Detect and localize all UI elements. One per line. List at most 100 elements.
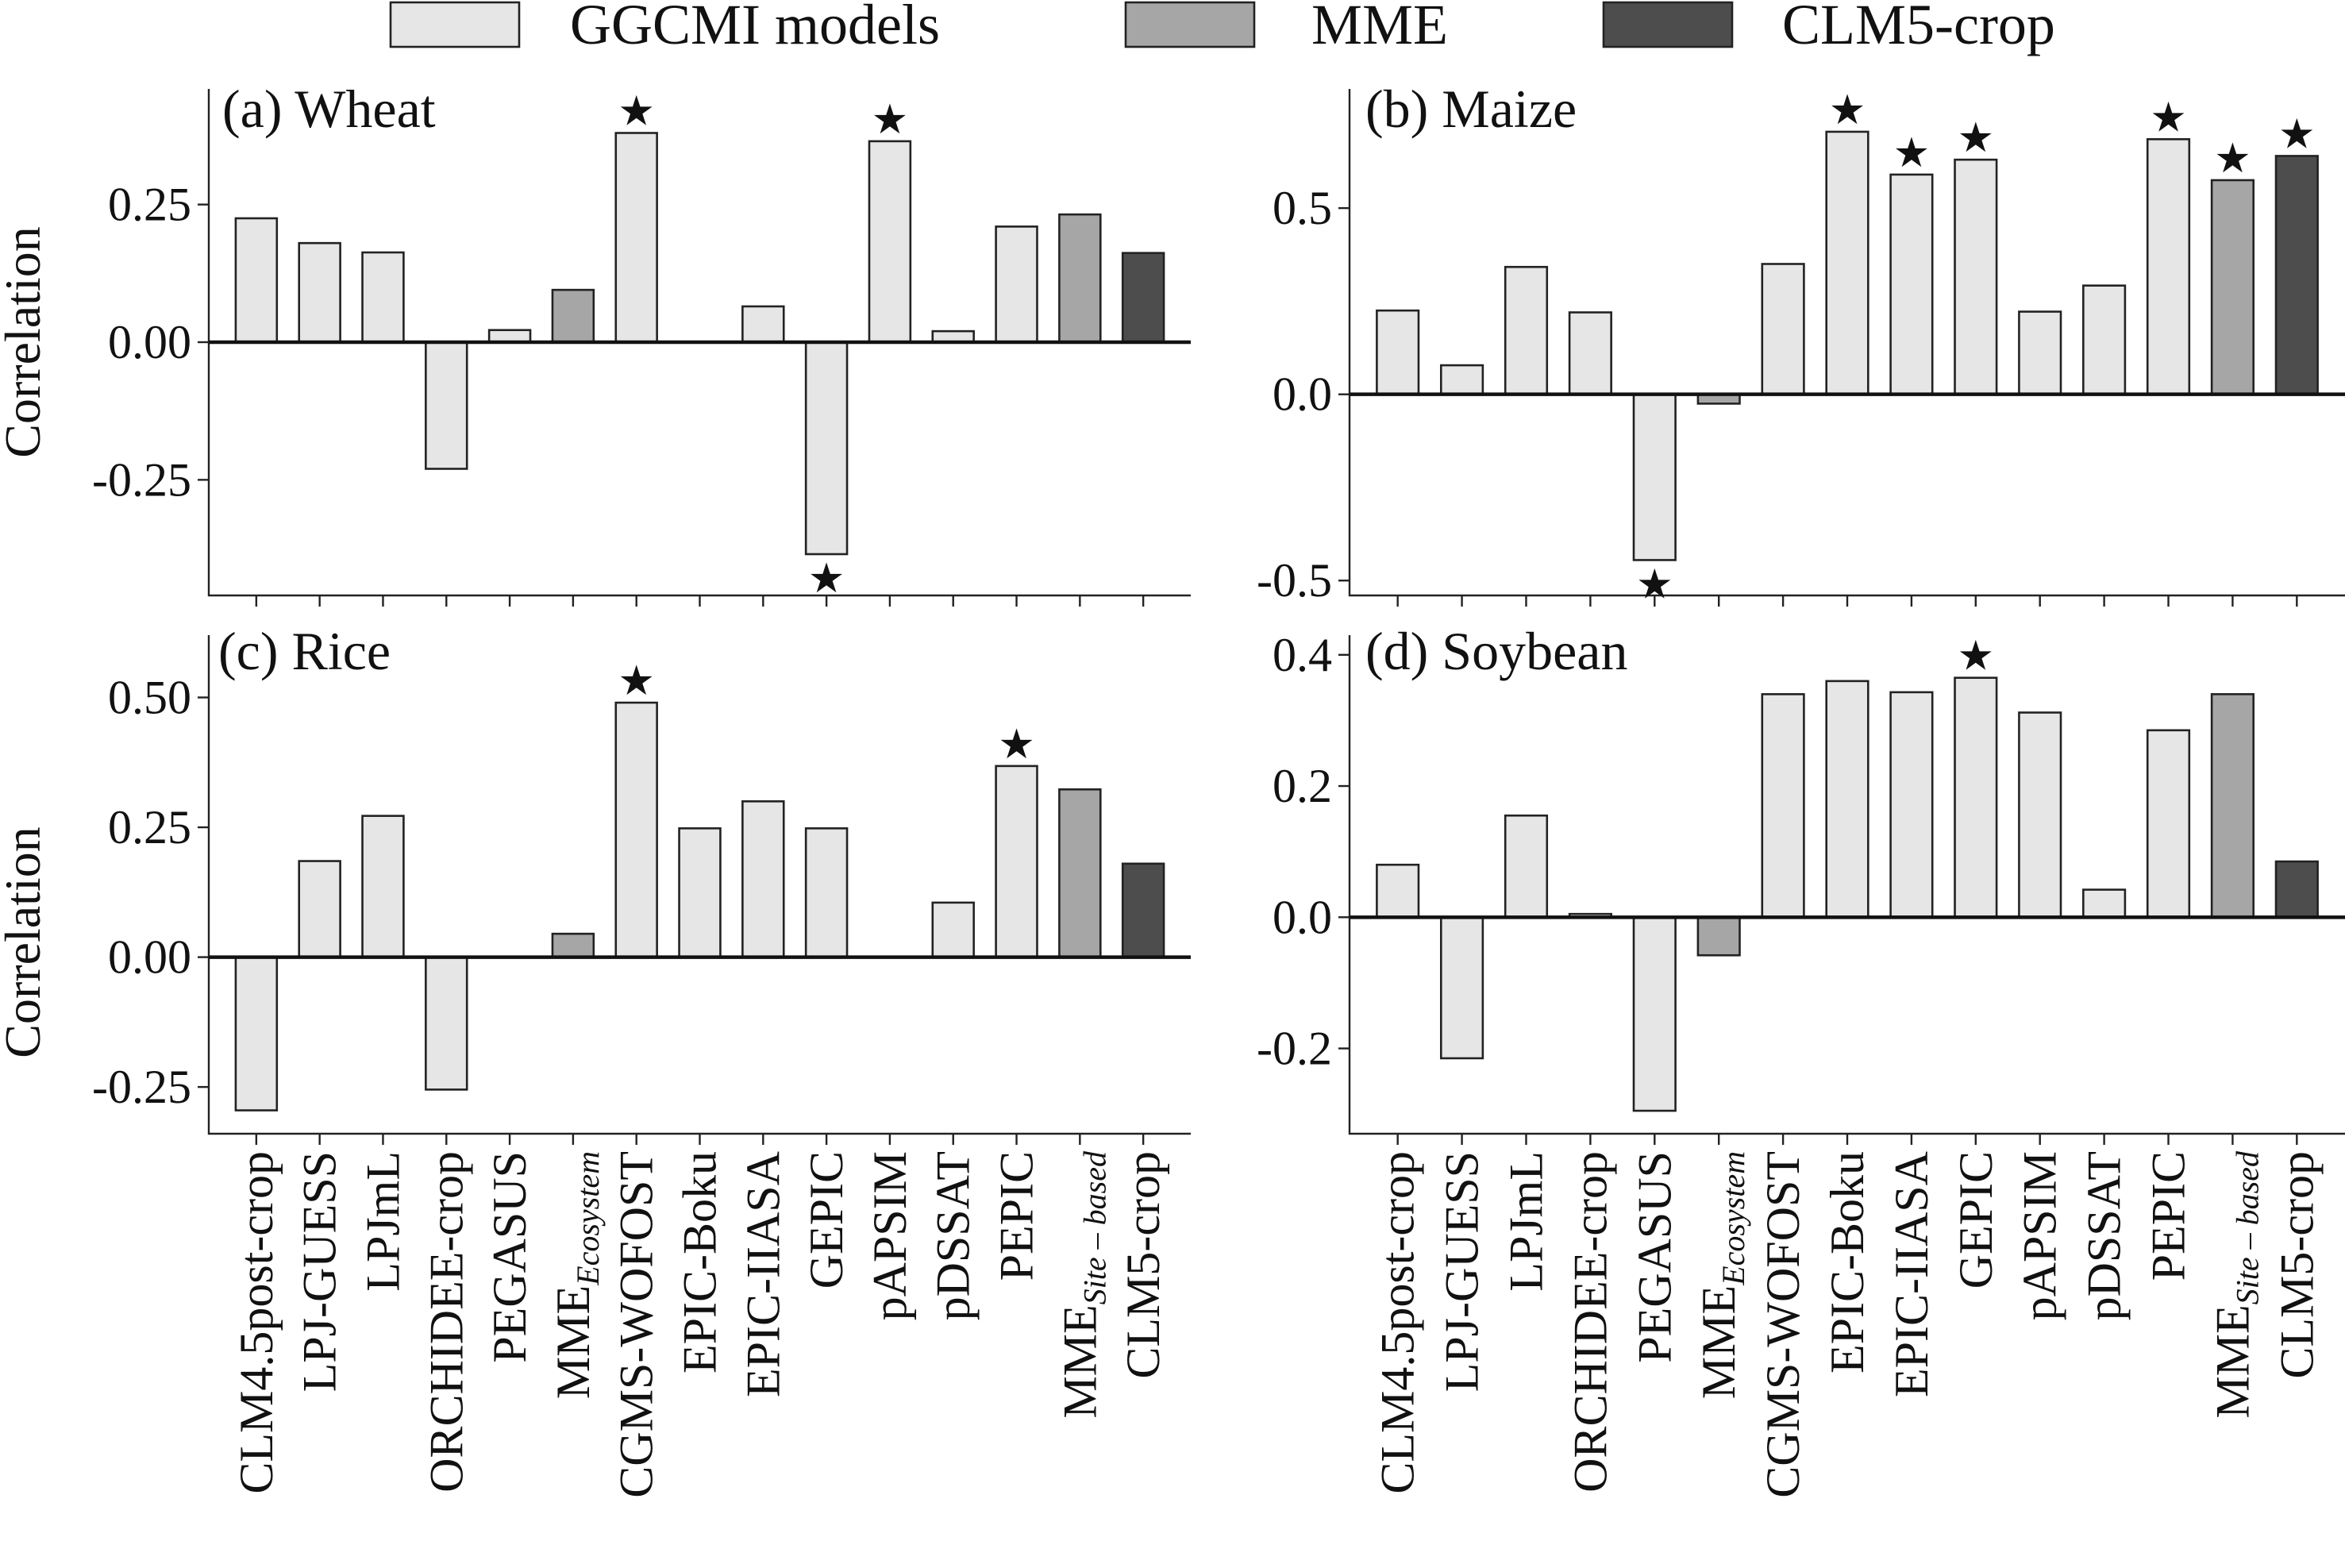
xtick-label-rice: LPJmL <box>356 1151 409 1292</box>
ytick-label-maize: 0.5 <box>1273 182 1332 234</box>
significance-star-icon: ★ <box>1893 129 1931 177</box>
significance-star-icon: ★ <box>1829 87 1866 134</box>
bar-rice-2 <box>361 815 405 958</box>
xtick-label-rice: LPJ-GUESS <box>294 1151 346 1392</box>
bar-wheat-2 <box>361 251 405 344</box>
bar-maize-3 <box>1568 311 1612 395</box>
xtick-label-rice: PEPIC <box>991 1151 1043 1281</box>
bar-rice-3 <box>425 956 468 1091</box>
ytick-label-rice: -0.25 <box>92 1061 191 1113</box>
bar-soybean-0 <box>1376 863 1420 919</box>
panel-soybean: (d) Soybean -0.2 0.0 0.2 0.4 ★ CLM4.5post-cro… <box>1257 621 2345 1498</box>
bar-rice-1 <box>298 860 341 958</box>
bar-wheat-12 <box>995 225 1038 344</box>
ytick-label-soybean: 0.0 <box>1273 891 1332 943</box>
bar-wheat-9 <box>804 341 849 556</box>
bar-maize-13 <box>2210 179 2255 395</box>
bar-maize-1 <box>1439 364 1484 395</box>
bar-wheat-13 <box>1058 213 1102 344</box>
bar-maize-9 <box>1954 158 1998 395</box>
xtick-label-rice: GEPIC <box>800 1151 853 1289</box>
xtick-label-soybean: PEPIC <box>2143 1151 2195 1281</box>
ytick-label-rice: 0.50 <box>108 672 191 724</box>
xtick-label-rice: pAPSIM <box>864 1151 916 1320</box>
axes-soybean <box>1348 635 2345 1135</box>
xtick-label-rice: ORCHIDEE-crop <box>420 1151 472 1493</box>
bar-soybean-9 <box>1954 676 1998 919</box>
significance-star-icon: ★ <box>2278 110 2316 158</box>
ytick-label-wheat: 0.25 <box>108 179 191 231</box>
bar-wheat-14 <box>1121 252 1165 344</box>
legend-swatch-ggcmi <box>389 1 521 48</box>
panel-title-maize: (b) Maize <box>1365 79 1577 139</box>
bar-soybean-8 <box>1889 691 1934 919</box>
bar-soybean-5 <box>1696 916 1741 957</box>
axes-maize <box>1348 89 2345 597</box>
legend: GGCMI models MME CLM5-crop <box>389 0 2055 56</box>
xtick-label-rice: CLM5-crop <box>1117 1151 1169 1379</box>
bar-wheat-4 <box>487 329 532 344</box>
axes-wheat <box>207 89 1191 597</box>
panel-title-soybean: (d) Soybean <box>1365 621 1627 681</box>
bar-maize-4 <box>1632 393 1677 561</box>
bar-rice-12 <box>995 765 1038 958</box>
bar-maize-2 <box>1504 265 1549 395</box>
bar-soybean-2 <box>1504 814 1549 919</box>
significance-star-icon: ★ <box>1957 633 1994 680</box>
bar-rice-8 <box>741 800 785 958</box>
xtick-label-soybean: EPIC-IIASA <box>1885 1151 1938 1397</box>
bar-wheat-10 <box>868 140 912 344</box>
ytick-label-maize: -0.5 <box>1257 554 1332 607</box>
significance-star-icon: ★ <box>1957 114 1994 162</box>
significance-star-icon: ★ <box>872 96 909 144</box>
xtick-label-soybean: LPJ-GUESS <box>1436 1151 1488 1392</box>
xtick-label-soybean: pAPSIM <box>2014 1151 2066 1320</box>
ytick-label-wheat: -0.25 <box>92 453 191 506</box>
bar-rice-0 <box>234 956 279 1111</box>
xtick-label-rice: EPIC-Boku <box>674 1151 726 1373</box>
bar-soybean-4 <box>1632 916 1677 1112</box>
axes-rice <box>207 635 1191 1135</box>
legend-label-ggcmi: GGCMI models <box>570 0 940 56</box>
ylabel-rice: Correlation <box>0 826 51 1058</box>
bar-soybean-11 <box>2082 888 2127 919</box>
xtick-label-soybean: PEGASUS <box>1628 1151 1681 1363</box>
xtick-label-rice: pDSSAT <box>927 1151 980 1320</box>
bar-maize-6 <box>1761 263 1805 395</box>
ytick-label-wheat: 0.00 <box>108 316 191 368</box>
legend-swatch-clm5 <box>1602 1 1734 48</box>
bar-wheat-5 <box>551 288 595 344</box>
legend-swatch-mme <box>1124 1 1256 48</box>
bar-rice-11 <box>931 901 975 958</box>
xtick-label-soybean: EPIC-Boku <box>1821 1151 1873 1373</box>
bar-rice-7 <box>678 827 722 958</box>
significance-star-icon: ★ <box>998 721 1035 769</box>
bar-maize-0 <box>1376 309 1420 395</box>
panel-wheat: Correlation (a) Wheat -0.25 0.00 0.25 ★ ★ ★ <box>0 79 1191 607</box>
bar-soybean-1 <box>1439 916 1484 1060</box>
panel-maize: (b) Maize -0.5 0.0 0.5 ★ ★ ★ ★ ★ ★ ★ <box>1257 79 2345 608</box>
bar-wheat-6 <box>614 132 658 344</box>
legend-label-clm5: CLM5-crop <box>1782 0 2055 56</box>
bar-soybean-10 <box>2018 711 2062 919</box>
xtick-label-soybean: pDSSAT <box>2078 1151 2131 1320</box>
significance-star-icon: ★ <box>618 657 655 705</box>
legend-label-mme: MME <box>1311 0 1448 56</box>
bar-maize-11 <box>2082 284 2127 395</box>
ytick-label-maize: 0.0 <box>1273 368 1332 421</box>
bar-rice-6 <box>614 701 658 958</box>
panel-title-wheat: (a) Wheat <box>222 79 436 139</box>
bar-soybean-6 <box>1761 693 1805 919</box>
bar-wheat-3 <box>425 341 468 470</box>
ytick-label-rice: 0.00 <box>108 931 191 984</box>
bar-rice-14 <box>1121 862 1165 958</box>
significance-star-icon: ★ <box>1636 561 1673 608</box>
bar-soybean-14 <box>2274 860 2319 919</box>
ylabel-wheat: Correlation <box>0 226 51 457</box>
bar-soybean-12 <box>2146 729 2191 919</box>
xtick-label-soybean: LPJmL <box>1500 1151 1552 1292</box>
ytick-label-soybean: 0.2 <box>1273 760 1332 812</box>
xtick-label-rice: PEGASUS <box>483 1151 536 1363</box>
ytick-label-soybean: 0.4 <box>1273 629 1332 681</box>
